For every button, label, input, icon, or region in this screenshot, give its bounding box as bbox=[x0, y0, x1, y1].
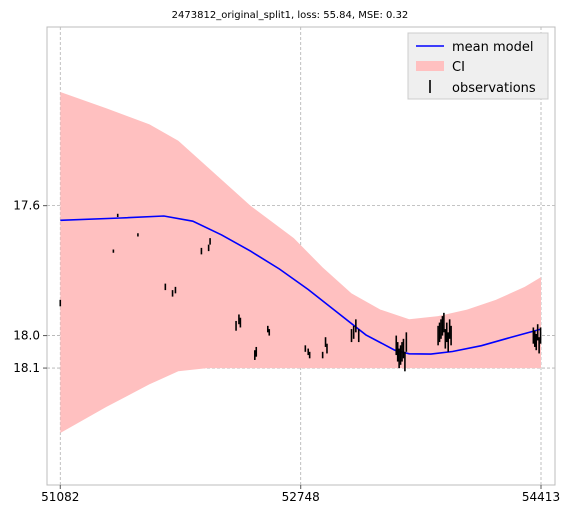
chart-title: 2473812_original_split1, loss: 55.84, MS… bbox=[172, 10, 409, 21]
legend-label-ci: CI bbox=[452, 60, 465, 75]
mean-model-line bbox=[60, 215, 542, 355]
ci-band bbox=[60, 92, 542, 433]
legend: mean model CI observations bbox=[407, 32, 549, 100]
ci-band-area bbox=[60, 92, 542, 433]
grid bbox=[47, 27, 555, 485]
y-tick-label: 18.0 bbox=[13, 329, 40, 343]
mean-model-path bbox=[60, 215, 542, 355]
y-axis: 17.6 18.0 18.1 bbox=[13, 199, 47, 375]
y-tick-label: 18.1 bbox=[13, 361, 40, 375]
x-tick-label: 51082 bbox=[41, 490, 79, 504]
observations bbox=[59, 213, 542, 372]
legend-swatch-ci bbox=[416, 61, 444, 71]
x-tick-label: 52748 bbox=[282, 490, 320, 504]
y-tick-label: 17.6 bbox=[13, 199, 40, 213]
x-tick-label: 54413 bbox=[522, 490, 560, 504]
legend-label-observations: observations bbox=[452, 81, 536, 96]
x-axis: 51082 52748 54413 bbox=[41, 485, 560, 504]
legend-label-mean-model: mean model bbox=[452, 40, 533, 55]
